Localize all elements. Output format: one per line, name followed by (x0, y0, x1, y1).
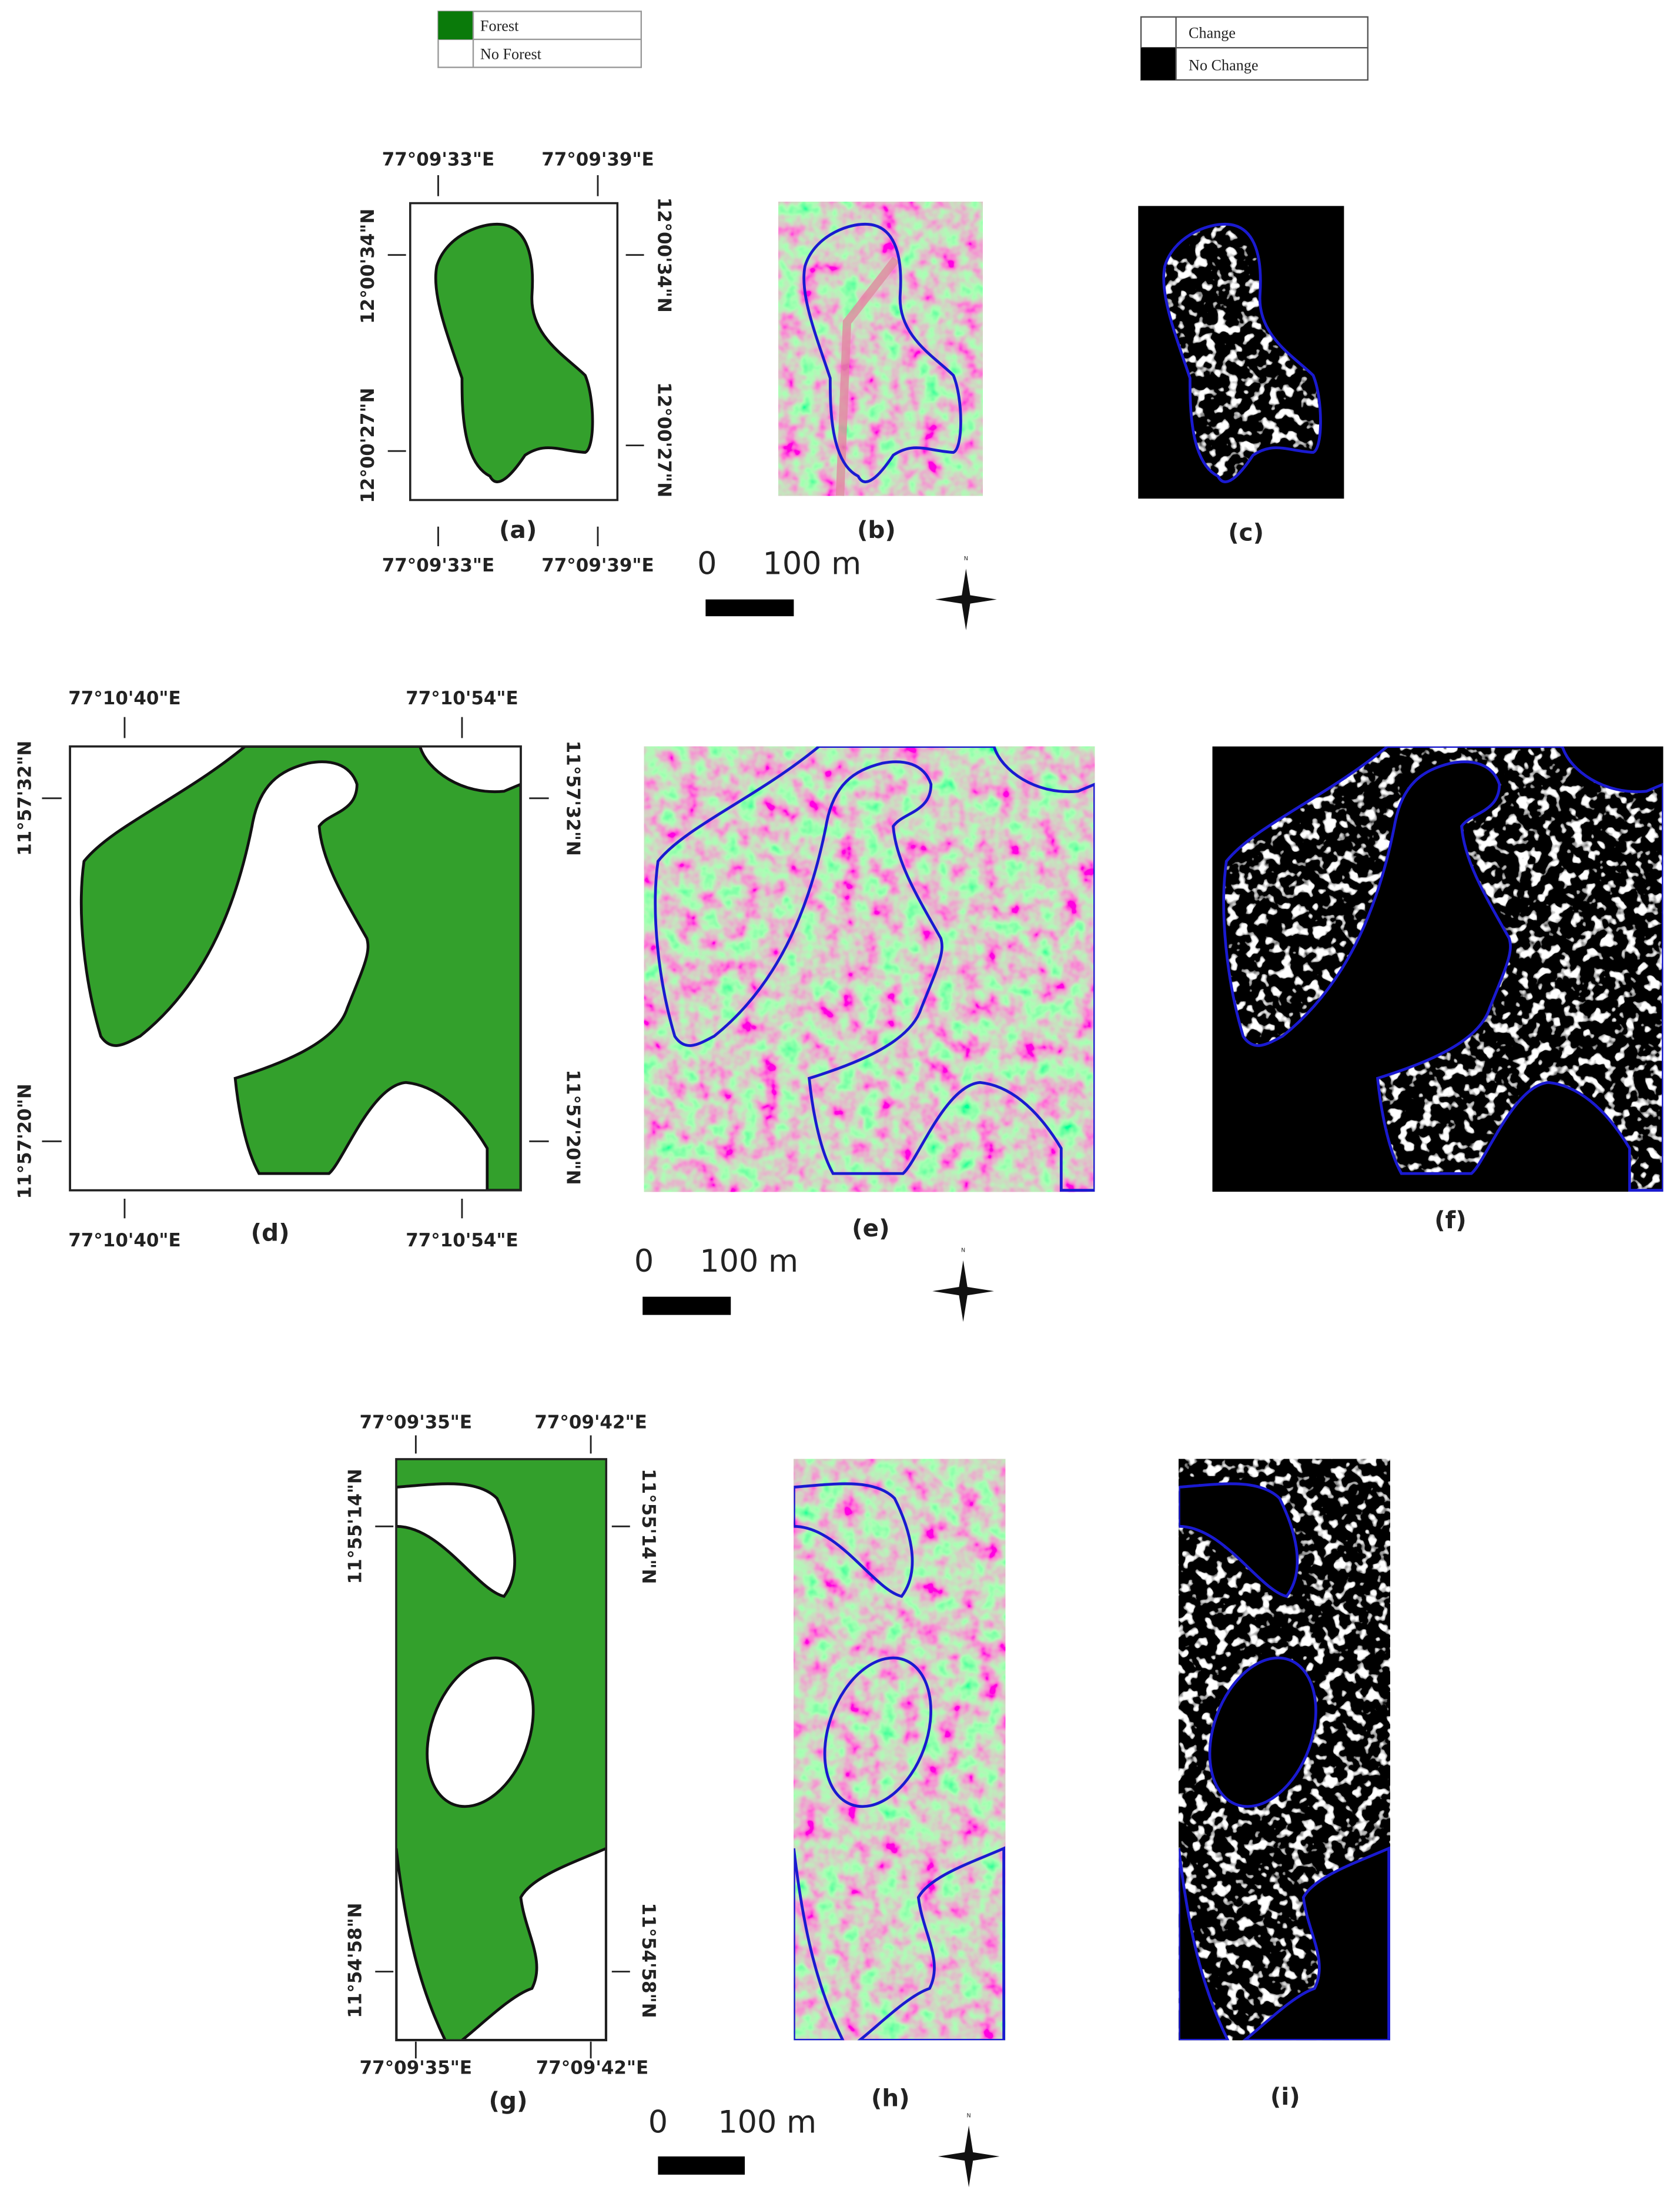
coord-label: 11°54'58"N (638, 1902, 659, 2018)
coord-label: 77°10'40"E (68, 1230, 180, 1251)
coord-label: 77°10'40"E (68, 688, 180, 709)
coord-label: 77°10'54"E (406, 1230, 518, 1251)
coord-label: 11°57'20"N (563, 1069, 584, 1185)
scale-label: 100 m (763, 546, 862, 582)
scale-bar (642, 1296, 731, 1315)
coord-label: 12°00'34"N (357, 209, 379, 324)
ticks (387, 175, 644, 547)
caption: (a) (499, 516, 537, 544)
north-label: N (967, 2112, 971, 2119)
coord-label: 77°09'33"E (382, 555, 494, 576)
legend-label: No Change (1189, 56, 1259, 73)
change-legend: Change No Change (1140, 16, 1369, 81)
legend-label: No Forest (480, 45, 542, 62)
caption: (i) (1270, 2082, 1300, 2111)
map-d (69, 745, 522, 1192)
image-h (794, 1459, 1005, 2040)
image-b (778, 202, 983, 496)
coord-label: 11°55'14"N (638, 1469, 659, 1584)
caption: (h) (871, 2084, 910, 2112)
caption: (d) (251, 1218, 290, 1246)
north-arrow: N (935, 556, 997, 630)
coord-label: 11°54'58"N (344, 1902, 366, 2018)
scale-label: 0 (634, 1243, 654, 1279)
coord-label: 11°57'32"N (563, 741, 584, 856)
caption: (g) (489, 2086, 528, 2115)
forest-swatch (438, 11, 474, 39)
legend-label: Forest (480, 18, 519, 35)
map-a (409, 202, 619, 501)
coord-label: 11°57'32"N (14, 741, 35, 856)
scale-label: 0 (697, 546, 717, 582)
coord-label: 77°09'33"E (382, 149, 494, 170)
scale-bar (658, 2156, 745, 2175)
scale-bar (705, 599, 794, 617)
caption: (f) (1434, 1206, 1467, 1234)
coord-label: 11°57'20"N (14, 1084, 35, 1199)
north-arrow: N (938, 2112, 1000, 2188)
change-f (1212, 747, 1664, 1192)
coord-label: 77°09'42"E (536, 2057, 648, 2078)
scale-label: 0 (648, 2105, 668, 2141)
north-label: N (961, 1247, 965, 1253)
caption: (b) (857, 516, 896, 544)
coord-label: 77°09'42"E (534, 1412, 647, 1433)
image-e (644, 747, 1095, 1192)
caption: (c) (1228, 519, 1264, 547)
coord-label: 77°09'39"E (541, 555, 654, 576)
coord-label: 12°00'34"N (653, 198, 674, 313)
map-g (395, 1458, 608, 2042)
coord-label: 77°09'35"E (360, 2057, 472, 2078)
change-i (1179, 1459, 1390, 2040)
ticks (375, 1435, 630, 2059)
forest-legend: Forest No Forest (437, 11, 642, 68)
caption: (e) (852, 1214, 889, 1242)
coord-label: 12°00'27"N (653, 382, 674, 497)
no-change-swatch (1141, 48, 1176, 81)
coord-label: 11°55'14"N (344, 1469, 366, 1584)
north-arrow: N (932, 1247, 994, 1322)
ticks (42, 717, 549, 1219)
coord-label: 77°09'35"E (360, 1412, 472, 1433)
coord-label: 77°10'54"E (406, 688, 518, 709)
scale-label: 100 m (700, 1243, 798, 1279)
coord-label: 12°00'27"N (357, 388, 379, 503)
legend-label: Change (1189, 25, 1236, 42)
coord-label: 77°09'39"E (541, 149, 654, 170)
change-c (1138, 206, 1344, 499)
north-label: N (964, 556, 968, 562)
scale-label: 100 m (718, 2105, 816, 2141)
